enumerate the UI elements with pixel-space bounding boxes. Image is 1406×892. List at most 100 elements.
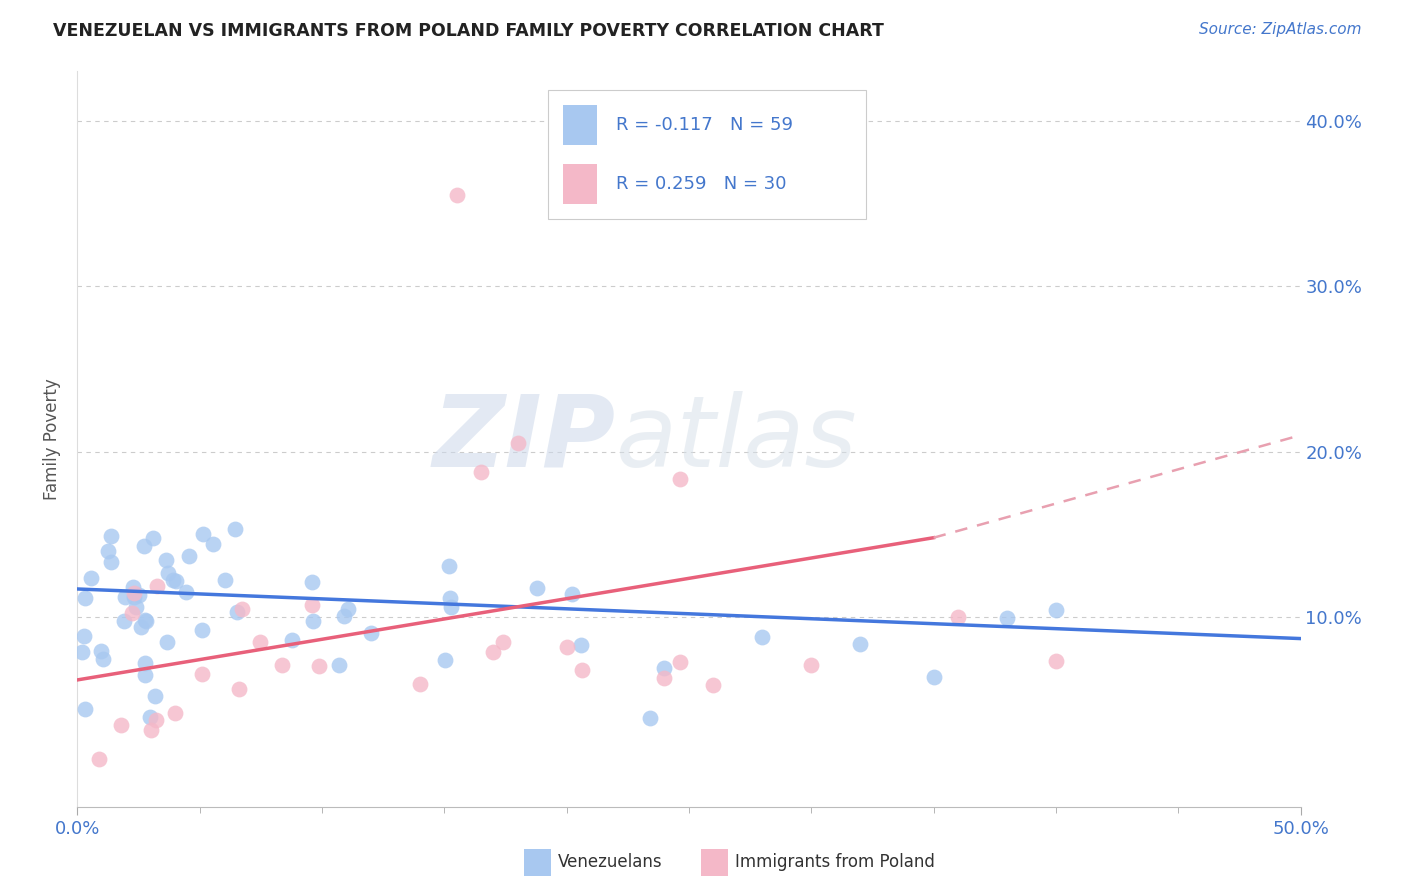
Point — [526, 581, 548, 595]
Point — [571, 663, 593, 677]
Point — [668, 655, 690, 669]
Point — [97, 544, 120, 558]
Point — [110, 717, 132, 731]
Point — [139, 723, 162, 737]
Point — [433, 652, 456, 666]
Point — [156, 634, 179, 648]
Point — [470, 465, 492, 479]
Point — [177, 549, 200, 564]
Point — [73, 629, 96, 643]
Point — [128, 588, 150, 602]
Point — [191, 623, 214, 637]
Point — [70, 645, 93, 659]
Point — [800, 657, 823, 672]
FancyBboxPatch shape — [548, 90, 866, 219]
Point — [337, 601, 360, 615]
Point — [162, 574, 184, 588]
Point — [100, 555, 122, 569]
Point — [225, 605, 247, 619]
Point — [190, 667, 212, 681]
Point — [995, 610, 1018, 624]
Point — [333, 608, 356, 623]
Point — [922, 670, 945, 684]
Point — [271, 657, 294, 672]
Point — [561, 587, 583, 601]
Point — [506, 436, 529, 450]
Text: R = 0.259   N = 30: R = 0.259 N = 30 — [616, 175, 786, 193]
Point — [135, 614, 157, 628]
Point — [446, 188, 468, 202]
Point — [112, 615, 135, 629]
Point — [139, 710, 162, 724]
Point — [80, 571, 103, 585]
Point — [301, 575, 323, 590]
Point — [281, 633, 304, 648]
Point — [308, 659, 330, 673]
Point — [73, 591, 96, 606]
Point — [555, 640, 578, 654]
Bar — [524, 849, 551, 876]
Point — [249, 634, 271, 648]
Text: Source: ZipAtlas.com: Source: ZipAtlas.com — [1198, 22, 1361, 37]
Point — [202, 537, 225, 551]
Bar — [702, 849, 728, 876]
Point — [174, 585, 197, 599]
Y-axis label: Family Poverty: Family Poverty — [44, 378, 62, 500]
Bar — [562, 105, 598, 145]
Point — [165, 574, 187, 589]
Point — [155, 553, 177, 567]
Point — [142, 531, 165, 545]
Point — [702, 678, 724, 692]
Point — [482, 645, 505, 659]
Point — [124, 586, 146, 600]
Text: ZIP: ZIP — [433, 391, 616, 488]
Point — [146, 579, 169, 593]
Point — [440, 600, 463, 615]
Point — [121, 606, 143, 620]
Point — [143, 689, 166, 703]
Text: VENEZUELAN VS IMMIGRANTS FROM POLAND FAMILY POVERTY CORRELATION CHART: VENEZUELAN VS IMMIGRANTS FROM POLAND FAM… — [53, 22, 884, 40]
Point — [360, 626, 382, 640]
Point — [492, 634, 515, 648]
Point — [114, 590, 136, 604]
Text: R = -0.117   N = 59: R = -0.117 N = 59 — [616, 116, 793, 134]
Point — [654, 671, 676, 685]
Point — [165, 706, 187, 720]
Point — [437, 559, 460, 574]
Point — [214, 573, 236, 587]
Point — [90, 644, 112, 658]
Point — [156, 566, 179, 581]
Point — [409, 676, 432, 690]
Point — [946, 610, 969, 624]
Point — [129, 619, 152, 633]
Point — [134, 667, 156, 681]
Bar — [562, 164, 598, 204]
Point — [301, 614, 323, 628]
Point — [100, 529, 122, 543]
Point — [134, 539, 156, 553]
Point — [751, 630, 773, 644]
Point — [125, 600, 148, 615]
Point — [87, 751, 110, 765]
Point — [121, 580, 143, 594]
Point — [638, 711, 661, 725]
Point — [231, 602, 253, 616]
Point — [122, 590, 145, 604]
Point — [191, 527, 214, 541]
Text: Venezuelans: Venezuelans — [558, 854, 662, 871]
Point — [654, 661, 676, 675]
Point — [569, 638, 592, 652]
Point — [328, 657, 350, 672]
Point — [134, 656, 156, 670]
Point — [301, 599, 323, 613]
Point — [1045, 603, 1067, 617]
Point — [145, 713, 167, 727]
Point — [439, 591, 461, 606]
Point — [849, 637, 872, 651]
Point — [134, 613, 156, 627]
Point — [228, 681, 250, 696]
Point — [91, 652, 114, 666]
Text: atlas: atlas — [616, 391, 858, 488]
Text: Immigrants from Poland: Immigrants from Poland — [735, 854, 935, 871]
Point — [1045, 654, 1067, 668]
